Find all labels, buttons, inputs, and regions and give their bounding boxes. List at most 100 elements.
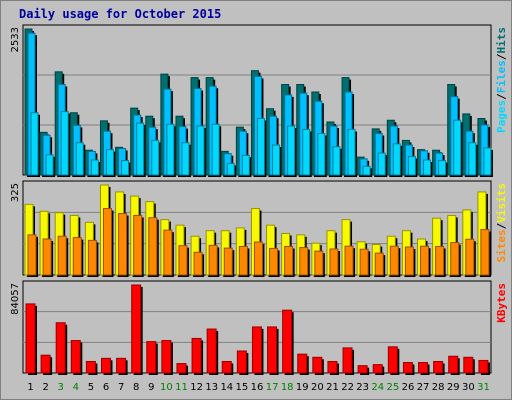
bar-pages <box>181 142 190 176</box>
bar-pages <box>407 156 416 176</box>
bar-pages <box>105 149 114 176</box>
x-tick-label: 29 <box>447 382 460 393</box>
bar-kbytes <box>176 363 187 374</box>
bar-kbytes <box>463 356 474 374</box>
x-tick-label: 9 <box>148 382 154 393</box>
bar-pages <box>151 139 160 176</box>
x-tick-label: 25 <box>387 382 400 393</box>
bar-sites <box>420 245 430 276</box>
bar-kbytes <box>357 365 368 374</box>
bar-sites <box>329 248 339 276</box>
bar-sites <box>389 245 399 276</box>
bar-sites <box>314 250 324 276</box>
bar-pages <box>453 119 462 176</box>
x-tick-label: 28 <box>432 382 445 393</box>
x-tick-label: 23 <box>356 382 369 393</box>
bar-kbytes <box>70 340 81 374</box>
bar-sites <box>178 245 188 276</box>
bar-pages <box>136 122 145 176</box>
legend-entry: Pages <box>495 100 508 133</box>
bar-pages <box>347 128 356 176</box>
legend-entry: Files <box>495 60 508 93</box>
bar-pages <box>423 159 432 176</box>
bar-sites <box>465 238 475 276</box>
bar-kbytes <box>297 353 308 374</box>
x-tick-label: 12 <box>190 382 203 393</box>
bar-sites <box>284 245 294 276</box>
bar-sites <box>72 237 82 276</box>
bar-kbytes <box>191 337 202 374</box>
bar-pages <box>45 154 54 176</box>
bar-sites <box>57 235 67 276</box>
bar-pages <box>226 162 235 176</box>
x-tick-label: 15 <box>236 382 249 393</box>
x-tick-label: 31 <box>477 382 490 393</box>
bar-kbytes <box>312 356 323 374</box>
bar-kbytes <box>282 309 293 374</box>
legend-hits-files-pages: Pages/Files/Hits <box>495 27 508 133</box>
bar-pages <box>196 125 205 176</box>
bar-kbytes <box>267 326 278 374</box>
bar-kbytes <box>55 322 66 374</box>
bar-pages <box>332 146 341 176</box>
bar-pages <box>272 144 281 176</box>
bar-kbytes <box>251 326 262 374</box>
bar-sites <box>27 234 37 276</box>
bar-sites <box>359 248 369 276</box>
bar-pages <box>30 112 39 176</box>
bar-pages <box>302 128 311 176</box>
x-tick-label: 26 <box>402 382 415 393</box>
bar-sites <box>87 239 97 276</box>
legend-entry: Visits <box>495 183 508 223</box>
bar-kbytes <box>448 355 459 374</box>
bar-sites <box>299 247 309 276</box>
x-tick-label: 4 <box>73 382 79 393</box>
bar-sites <box>148 217 158 276</box>
bar-sites <box>450 242 460 276</box>
chart-title: Daily usage for October 2015 <box>19 7 221 21</box>
x-tick-label: 2 <box>42 382 48 393</box>
bar-pages <box>362 165 371 176</box>
bar-sites <box>374 252 384 276</box>
bar-pages <box>241 154 250 176</box>
legend-separator: / <box>495 53 508 60</box>
x-tick-label: 1 <box>27 382 33 393</box>
bar-sites <box>435 245 445 276</box>
bar-kbytes <box>221 360 232 374</box>
x-tick-label: 24 <box>371 382 384 393</box>
legend-entry: Sites <box>495 229 508 262</box>
legend-separator: / <box>495 93 508 100</box>
bar-kbytes <box>85 360 96 374</box>
x-tick-label: 6 <box>103 382 109 393</box>
bar-pages <box>121 160 130 176</box>
bar-kbytes <box>387 346 398 374</box>
x-tick-label: 30 <box>462 382 475 393</box>
bar-pages <box>166 123 175 176</box>
x-tick-label: 27 <box>417 382 430 393</box>
bar-pages <box>438 160 447 176</box>
legend-separator: / <box>495 222 508 229</box>
legend-visits-sites: Sites/Visits <box>495 183 508 263</box>
bar-sites <box>118 213 128 276</box>
bar-kbytes <box>40 354 51 374</box>
x-tick-label: 13 <box>205 382 218 393</box>
bar-pages <box>377 152 386 176</box>
bar-kbytes <box>25 303 36 374</box>
bar-kbytes <box>161 340 172 374</box>
bar-kbytes <box>206 328 217 374</box>
x-tick-label: 3 <box>58 382 64 393</box>
bar-pages <box>287 125 296 176</box>
x-tick-label: 16 <box>251 382 264 393</box>
bar-pages <box>60 111 69 176</box>
bar-kbytes <box>236 350 247 374</box>
bar-pages <box>317 132 326 176</box>
x-tick-label: 8 <box>133 382 139 393</box>
bar-pages <box>256 118 265 176</box>
bar-sites <box>42 238 52 276</box>
bar-sites <box>223 247 233 276</box>
bar-sites <box>253 241 263 276</box>
x-tick-label: 7 <box>118 382 124 393</box>
legend-entry: KBytes <box>495 283 508 323</box>
x-tick-label: 22 <box>341 382 354 393</box>
